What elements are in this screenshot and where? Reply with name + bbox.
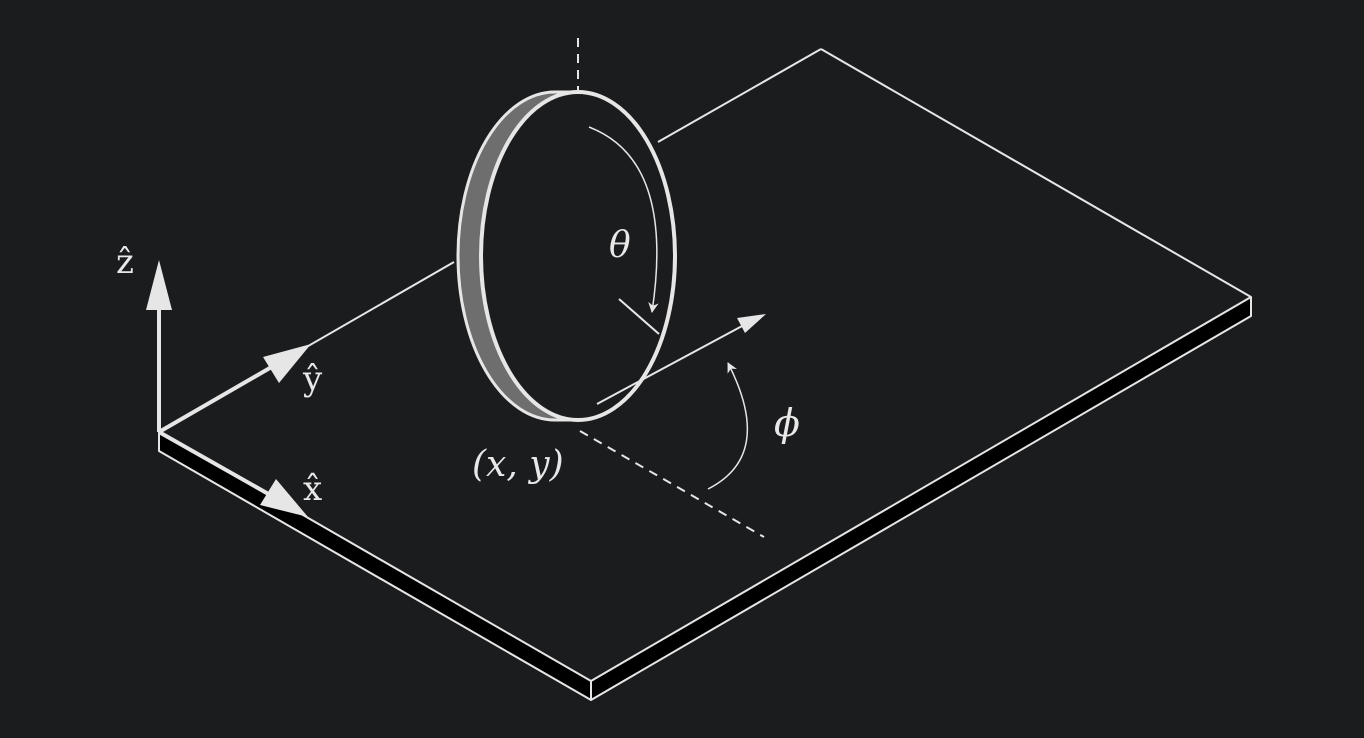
plate-back-right-edge xyxy=(820,48,1252,298)
plate-right-edge xyxy=(590,296,1252,701)
phi-angle-arc xyxy=(707,362,749,490)
y-axis-arrowhead xyxy=(263,344,311,383)
z-axis-label: ẑ xyxy=(116,242,134,282)
theta-label: θ xyxy=(609,225,631,266)
x-axis-label: x̂ xyxy=(303,469,322,509)
phi-label: ϕ xyxy=(774,401,800,445)
ground-plate xyxy=(158,48,1252,701)
coordinate-axes xyxy=(146,260,311,517)
wheel xyxy=(456,90,677,422)
wheel-face xyxy=(479,90,677,422)
position-label: (x, y) xyxy=(472,444,564,485)
x-axis-arrowhead xyxy=(260,479,308,517)
theta-rotation-arrow xyxy=(588,126,659,314)
z-axis-arrowhead xyxy=(146,260,172,310)
x-axis-arrow xyxy=(158,430,273,498)
x-reference-line xyxy=(579,430,765,538)
heading-direction-line xyxy=(596,324,745,405)
wheel-radius-mark xyxy=(618,298,660,335)
heading-arrowhead xyxy=(737,314,766,333)
plate-back-left-edge-far xyxy=(657,48,822,143)
y-axis-arrow xyxy=(157,363,277,434)
y-axis-label: ŷ xyxy=(302,359,323,399)
